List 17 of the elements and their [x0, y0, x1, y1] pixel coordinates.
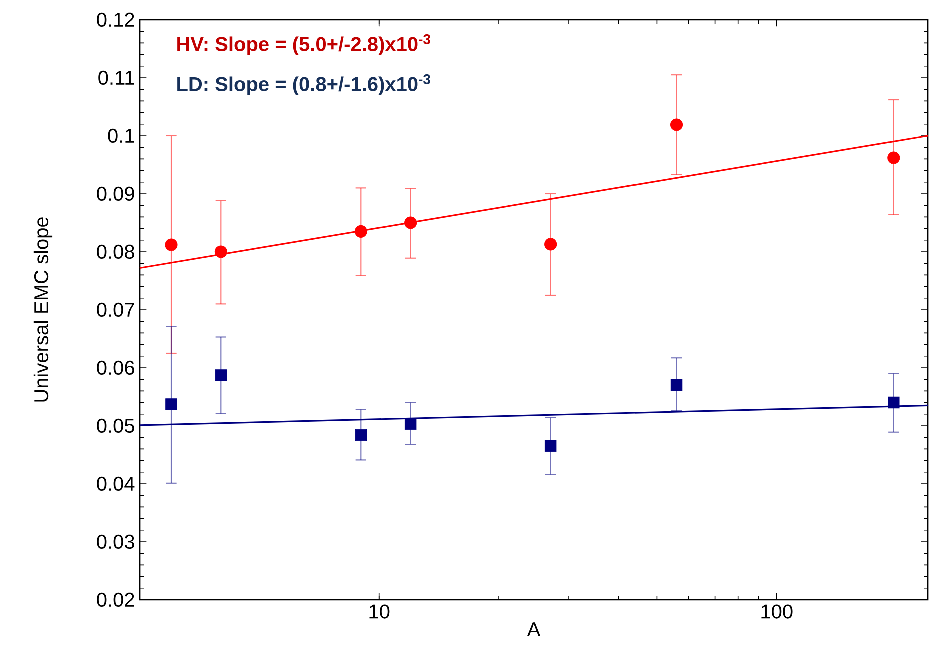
- y-tick-label: 0.02: [97, 592, 134, 608]
- y-tick-label: 0.08: [97, 244, 134, 260]
- y-axis-title: Universal EMC slope: [34, 218, 53, 402]
- y-tick-label: 0.05: [97, 418, 134, 434]
- y-tick-label: 0.09: [97, 186, 134, 202]
- y-tick-label: 0.12: [97, 12, 134, 28]
- y-tick-label: 0.07: [97, 302, 134, 318]
- y-tick-label: 0.04: [97, 476, 135, 492]
- y-tick-label: 0.06: [97, 360, 134, 376]
- x-tick-label: 10: [370, 604, 390, 619]
- text: HV: Slope = (5.0+/-2.8)x10$^{-3}$: [178, 34, 431, 56]
- x-axis-title: A: [527, 622, 541, 636]
- y-tick-label: 0.03: [97, 534, 134, 550]
- text: LD: Slope = (0.8+/-1.6)x10$^{-3}$: [178, 74, 430, 96]
- x-tick-label: 100: [762, 604, 793, 619]
- y-tick-label: 0.11: [98, 70, 134, 86]
- y-tick-label: 0.1: [108, 128, 134, 144]
